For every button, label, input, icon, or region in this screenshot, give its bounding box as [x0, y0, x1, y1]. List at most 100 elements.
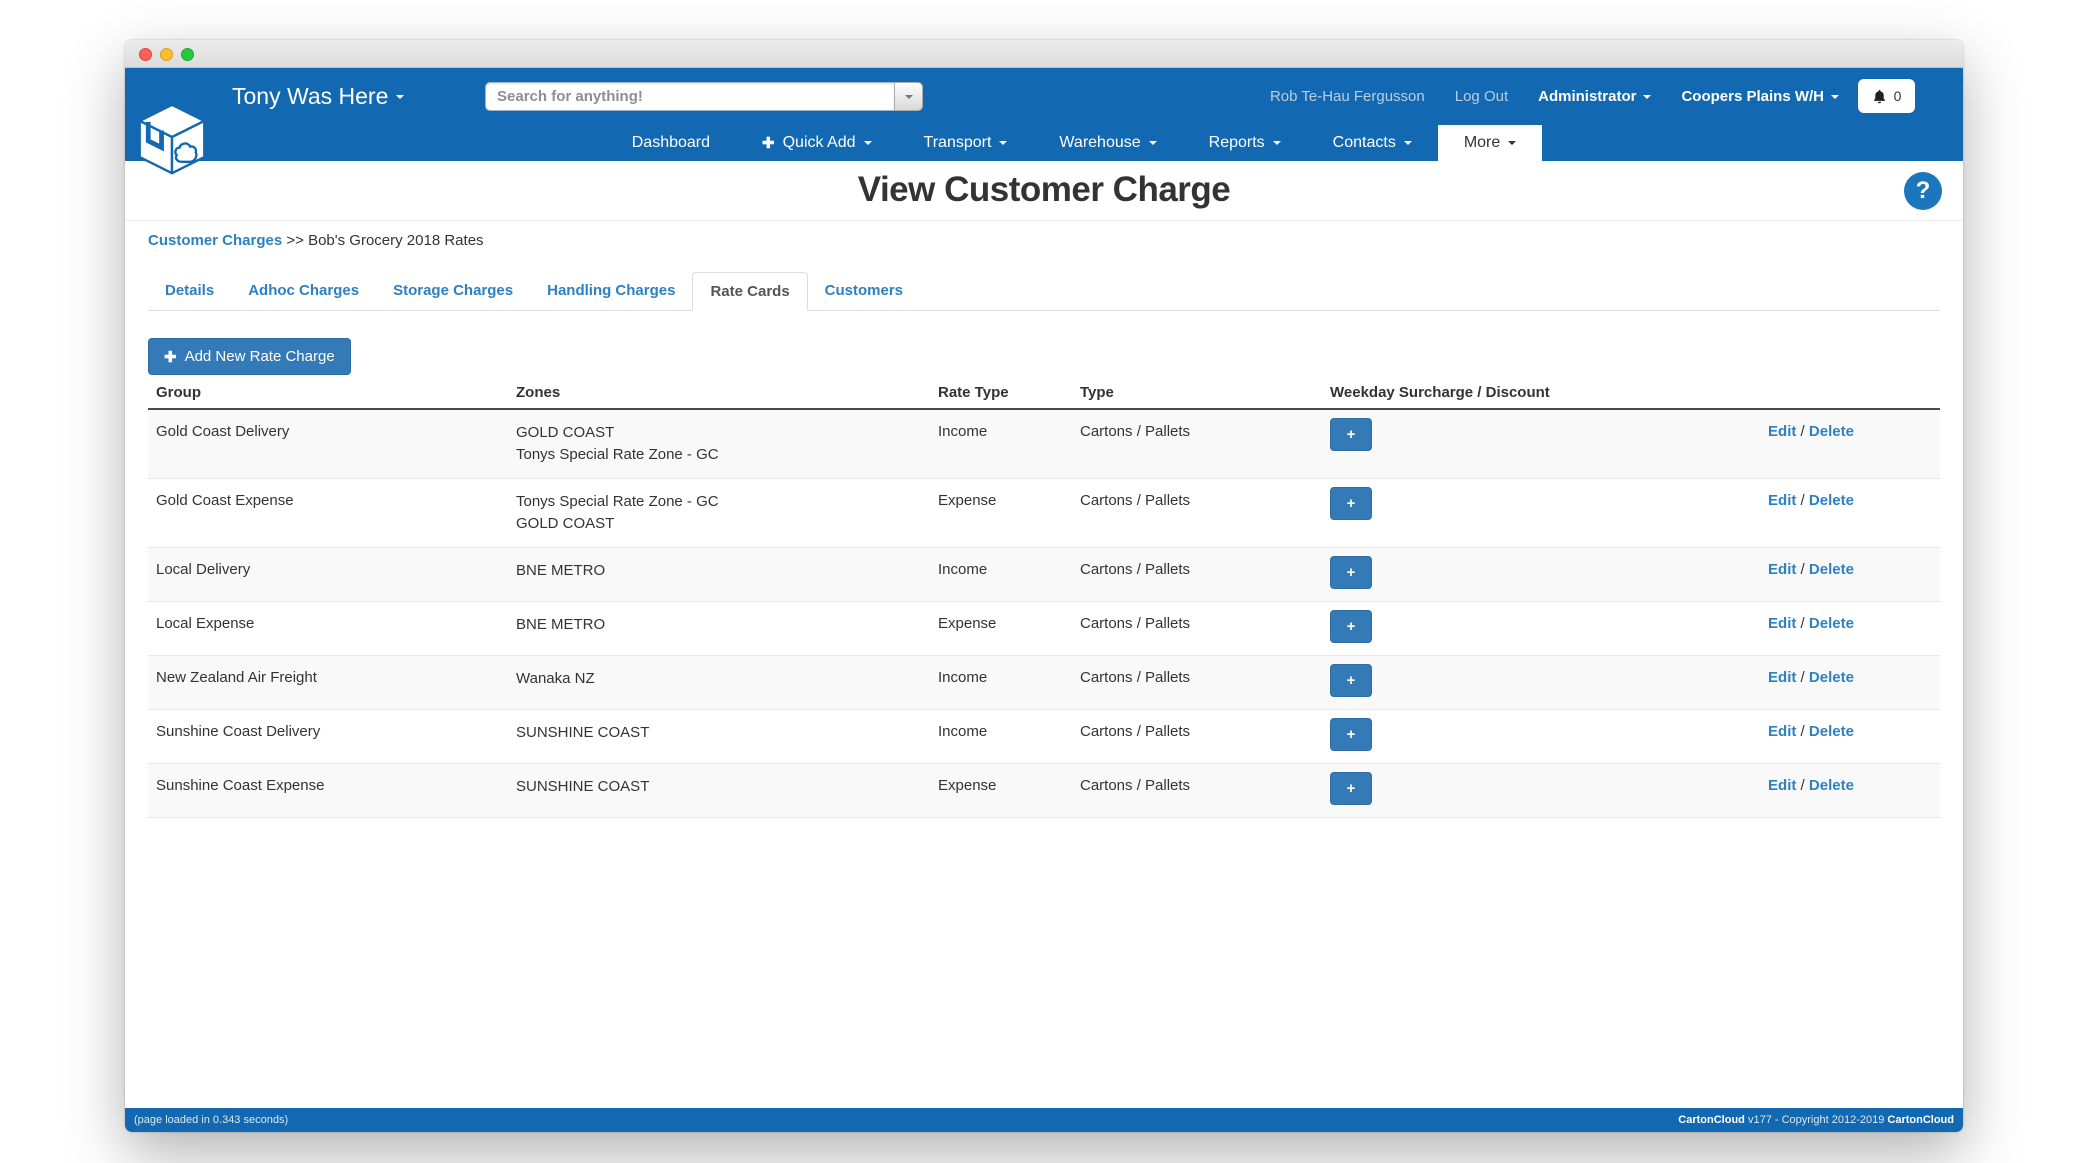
- app-footer: (page loaded in 0.343 seconds) CartonClo…: [125, 1108, 1963, 1132]
- search-scope-dropdown[interactable]: [894, 82, 923, 111]
- delete-link[interactable]: Delete: [1808, 492, 1854, 509]
- cell-type: Cartons / Pallets: [1080, 615, 1191, 632]
- role-dropdown[interactable]: Administrator: [1538, 88, 1652, 105]
- footer-brand: CartonCloud: [1678, 1114, 1745, 1126]
- cell-weekday-surcharge: +: [1322, 710, 1682, 764]
- logout-label: Log Out: [1454, 88, 1509, 105]
- rate-cards-table: Group Zones Rate Type Type Weekday Surcharge…: [148, 381, 1940, 818]
- nav-item-label: Quick Add: [782, 134, 856, 151]
- cell-group: Gold Coast Delivery: [156, 423, 290, 440]
- cell-group: Sunshine Coast Delivery: [156, 723, 321, 740]
- table-row: Local Expense BNE METRO Expense Cartons / P…: [148, 602, 1940, 656]
- search-input[interactable]: [485, 82, 894, 111]
- add-weekday-surcharge-button[interactable]: +: [1330, 487, 1372, 520]
- logout-link[interactable]: Log Out: [1455, 88, 1508, 105]
- app-header: Tony Was Here Rob Te-Hau Fergusson Log O…: [125, 68, 1963, 175]
- edit-link[interactable]: Edit: [1768, 615, 1797, 632]
- add-weekday-surcharge-button[interactable]: +: [1330, 718, 1372, 751]
- page-title: View Customer Charge: [857, 170, 1231, 209]
- column-header-actions: [1682, 381, 1940, 410]
- actions-separator: /: [1796, 669, 1809, 686]
- user-name-label: Rob Te-Hau Fergusson: [1269, 88, 1425, 105]
- nav-item-quick-add[interactable]: ✚ Quick Add: [736, 125, 898, 161]
- zone-name: GOLD COAST: [516, 424, 615, 441]
- cell-group: Gold Coast Expense: [156, 492, 294, 509]
- edit-link[interactable]: Edit: [1768, 423, 1797, 440]
- delete-link[interactable]: Delete: [1808, 669, 1854, 686]
- delete-link[interactable]: Delete: [1808, 615, 1854, 632]
- tab-adhoc-charges[interactable]: Adhoc Charges: [248, 282, 360, 299]
- nav-item-dashboard[interactable]: Dashboard: [606, 125, 736, 161]
- cell-zones: SUNSHINE COAST: [508, 764, 930, 818]
- cell-actions: Edit / Delete: [1682, 479, 1940, 548]
- chevron-down-icon: [863, 141, 872, 145]
- zone-name: BNE METRO: [516, 616, 606, 633]
- chevron-down-icon: [904, 94, 913, 99]
- close-window-icon[interactable]: [139, 48, 152, 61]
- table-row: New Zealand Air Freight Wanaka NZ Income Ca…: [148, 655, 1940, 710]
- help-icon[interactable]: ?: [1904, 172, 1942, 210]
- tab-customers[interactable]: Customers: [824, 282, 904, 299]
- warehouse-label: Coopers Plains W/H: [1681, 88, 1824, 105]
- nav-item-label: Transport: [923, 134, 992, 151]
- tab-details[interactable]: Details: [165, 282, 215, 299]
- column-header-type: Type: [1072, 381, 1322, 410]
- nav-item-contacts[interactable]: Contacts: [1307, 125, 1438, 161]
- cell-weekday-surcharge: +: [1322, 656, 1682, 710]
- nav-item-reports[interactable]: Reports: [1183, 125, 1307, 161]
- cell-rate-type: Income: [938, 423, 988, 440]
- cell-rate-type: Income: [938, 561, 988, 578]
- cell-actions: Edit / Delete: [1682, 656, 1940, 710]
- window-titlebar: [125, 40, 1963, 68]
- cell-type: Cartons / Pallets: [1080, 423, 1191, 440]
- user-name-link[interactable]: Rob Te-Hau Fergusson: [1270, 88, 1425, 105]
- add-weekday-surcharge-button[interactable]: +: [1330, 556, 1372, 589]
- cell-zones: BNE METRO: [508, 602, 930, 656]
- main-navbar: Dashboard ✚ Quick Add Transport Warehouse Rep…: [125, 125, 1963, 161]
- nav-item-transport[interactable]: Transport: [898, 125, 1034, 161]
- notifications-button[interactable]: 0: [1858, 79, 1915, 113]
- cartoncloud-logo-icon[interactable]: [134, 101, 210, 177]
- cell-zones: BNE METRO: [508, 548, 930, 602]
- zone-name: SUNSHINE COAST: [516, 724, 650, 741]
- add-weekday-surcharge-button[interactable]: +: [1330, 664, 1372, 697]
- cell-zones: Wanaka NZ: [508, 656, 930, 710]
- table-row: Sunshine Coast Delivery SUNSHINE COAST Inc…: [148, 710, 1940, 764]
- page-load-time: (page loaded in 0.343 seconds): [134, 1114, 289, 1126]
- edit-link[interactable]: Edit: [1768, 492, 1797, 509]
- brand-menu[interactable]: Tony Was Here: [232, 68, 405, 125]
- delete-link[interactable]: Delete: [1808, 423, 1854, 440]
- chevron-down-icon: [1831, 94, 1839, 99]
- delete-link[interactable]: Delete: [1808, 777, 1854, 794]
- cell-weekday-surcharge: +: [1322, 479, 1682, 548]
- delete-link[interactable]: Delete: [1808, 723, 1854, 740]
- add-weekday-surcharge-button[interactable]: +: [1330, 418, 1372, 451]
- table-row: Gold Coast Expense Tonys Special Rate Zon…: [148, 479, 1940, 548]
- zoom-window-icon[interactable]: [181, 48, 194, 61]
- cell-group: Local Expense: [156, 615, 255, 632]
- tab-storage-charges[interactable]: Storage Charges: [393, 282, 514, 299]
- cell-type: Cartons / Pallets: [1080, 492, 1191, 509]
- edit-link[interactable]: Edit: [1768, 723, 1797, 740]
- add-weekday-surcharge-button[interactable]: +: [1330, 772, 1372, 805]
- column-header-zones: Zones: [508, 381, 930, 410]
- cell-zones: Tonys Special Rate Zone - GC GOLD COAST: [508, 479, 930, 548]
- add-new-rate-charge-button[interactable]: ✚ Add New Rate Charge: [148, 338, 351, 375]
- nav-item-more[interactable]: More: [1437, 125, 1543, 161]
- cell-weekday-surcharge: +: [1322, 764, 1682, 818]
- minimize-window-icon[interactable]: [160, 48, 173, 61]
- add-weekday-surcharge-button[interactable]: +: [1330, 610, 1372, 643]
- cell-actions: Edit / Delete: [1682, 764, 1940, 818]
- edit-link[interactable]: Edit: [1768, 777, 1797, 794]
- edit-link[interactable]: Edit: [1768, 669, 1797, 686]
- tab-handling-charges[interactable]: Handling Charges: [547, 282, 676, 299]
- tab-rate-cards[interactable]: Rate Cards: [692, 272, 808, 311]
- cell-rate-type: Expense: [938, 615, 997, 632]
- cell-actions: Edit / Delete: [1682, 409, 1940, 479]
- delete-link[interactable]: Delete: [1808, 561, 1854, 578]
- warehouse-dropdown[interactable]: Coopers Plains W/H: [1681, 88, 1839, 105]
- edit-link[interactable]: Edit: [1768, 561, 1797, 578]
- nav-item-warehouse[interactable]: Warehouse: [1033, 125, 1182, 161]
- zone-name: BNE METRO: [516, 562, 606, 579]
- breadcrumb-customer-charges-link[interactable]: Customer Charges: [148, 232, 283, 249]
